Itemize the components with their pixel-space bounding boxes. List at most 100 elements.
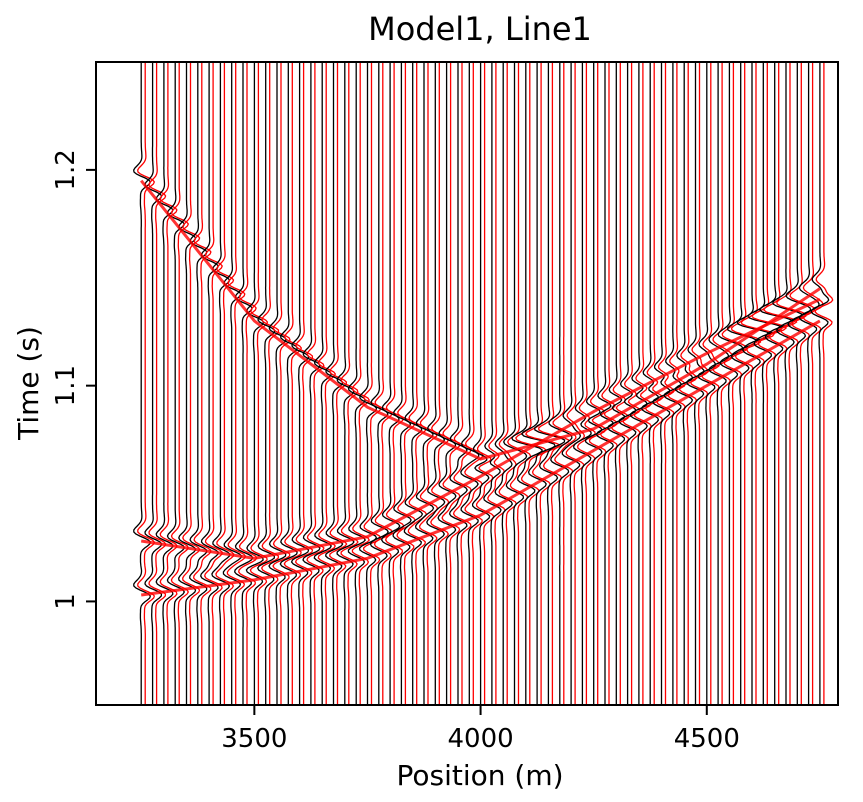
trace [403, 62, 424, 704]
trace-shadow [588, 62, 607, 704]
trace [448, 62, 468, 704]
trace-shadow [418, 62, 439, 704]
trace [245, 62, 265, 704]
trace [595, 62, 614, 704]
trace [268, 62, 287, 704]
plot-area [133, 62, 834, 704]
trace [747, 62, 784, 704]
trace [437, 62, 457, 704]
trace [534, 62, 566, 704]
trace-shadow [329, 62, 348, 704]
trace-shadow [776, 62, 807, 704]
x-tick-label: 4000 [447, 724, 513, 754]
trace-shadow [515, 62, 548, 704]
trace-shadow [721, 62, 748, 704]
trace [652, 62, 671, 704]
event-curve [140, 179, 821, 461]
trace-shadow [317, 62, 337, 704]
trace-shadow [396, 62, 416, 704]
trace-shadow [498, 62, 518, 704]
trace-shadow [441, 62, 461, 704]
trace [584, 62, 603, 704]
trace-shadow [506, 62, 532, 704]
trace-shadow [789, 62, 816, 704]
trace [178, 62, 197, 704]
chart-title: Model1, Line1 [368, 10, 592, 48]
trace [358, 62, 378, 704]
trace [759, 62, 794, 704]
y-tick-label: 1.1 [51, 365, 81, 406]
trace [561, 62, 582, 704]
trace-shadow [294, 62, 314, 704]
trace-shadow [238, 62, 258, 704]
trace [256, 62, 276, 704]
trace [708, 62, 730, 704]
trace-shadow [182, 62, 201, 704]
trace [279, 62, 299, 704]
trace [548, 62, 573, 704]
trace [573, 62, 592, 704]
trace [471, 62, 491, 704]
trace [234, 62, 254, 704]
trace-shadow [283, 62, 303, 704]
trace-shadow [802, 62, 824, 704]
trace-shadow [137, 62, 156, 704]
trace-shadow [384, 62, 405, 704]
trace-shadow [159, 62, 178, 704]
trace-shadow [763, 62, 798, 704]
trace [629, 62, 648, 704]
trace [520, 62, 556, 704]
trace [675, 62, 694, 704]
trace [460, 62, 480, 704]
trace-shadow [538, 62, 570, 704]
trace-shadow [524, 62, 560, 704]
trace-shadow [633, 62, 652, 704]
trace [189, 62, 208, 704]
trace [414, 62, 435, 704]
trace [618, 62, 637, 704]
trace [313, 62, 333, 704]
trace [798, 62, 820, 704]
trace-shadow [340, 62, 359, 704]
trace-shadow [148, 62, 167, 704]
trace [144, 62, 163, 704]
trace [686, 62, 705, 704]
trace [772, 62, 803, 704]
trace-shadow [552, 62, 577, 704]
trace [380, 62, 401, 704]
y-axis-label: Time (s) [12, 326, 45, 441]
trace [347, 62, 367, 704]
trace-shadow [599, 62, 618, 704]
trace-shadow [351, 62, 371, 704]
trace-shadow [679, 62, 698, 704]
event-curve [141, 319, 821, 597]
trace [199, 62, 219, 704]
trace-shadow [193, 62, 212, 704]
trace-shadow [260, 62, 280, 704]
trace [511, 62, 544, 704]
trace-shadow [272, 62, 291, 704]
trace [211, 62, 231, 704]
trace [336, 62, 355, 704]
trace [302, 62, 321, 704]
trace [663, 62, 682, 704]
trace-shadow [740, 62, 776, 704]
trace-shadow [565, 62, 586, 704]
trace-shadow [751, 62, 788, 704]
trace-shadow [452, 62, 472, 704]
trace-shadow [611, 62, 630, 704]
trace [726, 62, 758, 704]
trace-shadow [475, 62, 495, 704]
trace [325, 62, 344, 704]
trace-shadow [730, 62, 762, 704]
trace-shadow [464, 62, 484, 704]
trace [392, 62, 412, 704]
trace-shadow [249, 62, 269, 704]
trace-shadow [644, 62, 664, 704]
trace [502, 62, 528, 704]
plot-frame [95, 61, 839, 706]
trace [785, 62, 812, 704]
trace-shadow [373, 62, 393, 704]
trace [369, 62, 389, 704]
